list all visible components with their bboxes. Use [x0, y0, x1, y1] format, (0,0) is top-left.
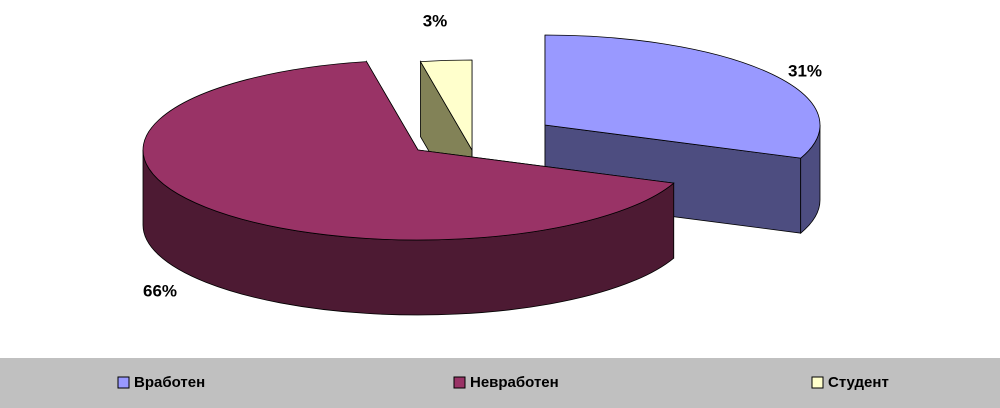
legend-label: Невработен	[470, 374, 559, 391]
data-label: 3%	[423, 11, 448, 30]
data-label: 31%	[788, 61, 822, 80]
pie-slice	[142, 60, 675, 316]
legend-swatch	[117, 376, 130, 389]
slice-top	[419, 59, 473, 152]
pie-slice	[544, 34, 821, 234]
legend-swatch	[453, 376, 466, 389]
slice-top	[142, 61, 675, 241]
slice-top	[544, 34, 821, 159]
data-label: 66%	[143, 281, 177, 300]
legend-label: Вработен	[134, 374, 205, 391]
legend-background	[0, 358, 1000, 408]
legend-swatch	[811, 376, 824, 389]
legend-label: Студент	[828, 374, 889, 391]
